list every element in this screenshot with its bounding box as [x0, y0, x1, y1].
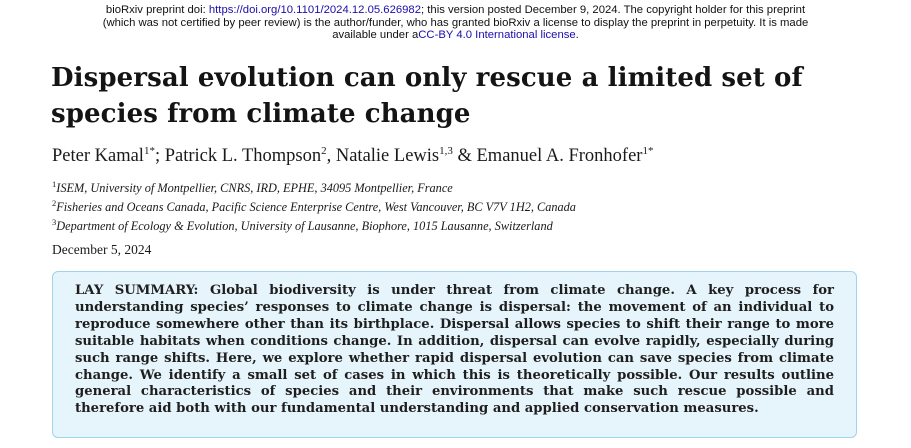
lay-summary-box: LAY SUMMARY: Global biodiversity is unde… — [52, 271, 857, 438]
affiliation-2: 2Fisheries and Oceans Canada, Pacific Sc… — [52, 198, 576, 217]
affiliation-sup: 1 — [52, 179, 57, 189]
lay-summary-label: LAY SUMMARY: — [75, 283, 199, 298]
publication-date: December 5, 2024 — [52, 242, 152, 257]
doi-link[interactable]: https://doi.org/10.1101/2024.12.05.62698… — [208, 4, 421, 16]
affiliation-sup: 2 — [52, 197, 57, 208]
affiliation-1: 1ISEM, University of Montpellier, CNRS, … — [52, 179, 576, 198]
banner-line3-prefix: available under a — [332, 29, 419, 42]
biorxiv-banner: bioRxiv preprint doi: https://doi.org/10… — [0, 4, 911, 42]
banner-line1-rest: ; this version posted December 9, 2024. … — [421, 4, 806, 16]
author-separator: ; — [154, 146, 165, 166]
lay-summary-text: Global biodiversity is under threat from… — [75, 283, 835, 417]
license-link[interactable]: CC-BY 4.0 International license — [418, 29, 576, 42]
paper-title: Dispersal evolution can only rescue a li… — [51, 60, 901, 132]
affiliation-3: 3Department of Ecology & Evolution, Univ… — [52, 217, 576, 236]
author-separator: , — [326, 146, 336, 166]
author-separator: & — [452, 146, 477, 166]
author-affil-sup: 2 — [321, 145, 327, 157]
author-affil-sup: 1* — [642, 145, 654, 157]
banner-line3-suffix: . — [575, 29, 579, 42]
affiliation-text: Department of Ecology & Evolution, Unive… — [56, 218, 553, 233]
author-affil-sup: 1,3 — [439, 145, 453, 157]
affiliations: 1ISEM, University of Montpellier, CNRS, … — [52, 179, 576, 235]
affiliation-sup: 3 — [52, 216, 57, 227]
author-name: Natalie Lewis — [335, 146, 440, 166]
banner-line-3: available under aCC-BY 4.0 International… — [0, 29, 911, 42]
affiliation-text: ISEM, University of Montpellier, CNRS, I… — [56, 181, 453, 195]
banner-doi-prefix: bioRxiv preprint doi: — [105, 4, 209, 16]
banner-line-2: (which was not certified by peer review)… — [102, 16, 809, 29]
author-list: Peter Kamal1*; Patrick L. Thompson2, Nat… — [52, 146, 653, 167]
affiliation-text: Fisheries and Oceans Canada, Pacific Sci… — [56, 199, 576, 214]
author-affil-sup: 1* — [143, 145, 155, 157]
author-name: Patrick L. Thompson — [164, 146, 322, 166]
author-name: Peter Kamal — [52, 146, 144, 166]
title-line-2: species from climate change — [51, 99, 471, 129]
author-name: Emanuel A. Fronhofer — [476, 146, 643, 166]
banner-line-1: bioRxiv preprint doi: https://doi.org/10… — [0, 4, 911, 17]
title-line-1: Dispersal evolution can only rescue a li… — [51, 63, 803, 93]
